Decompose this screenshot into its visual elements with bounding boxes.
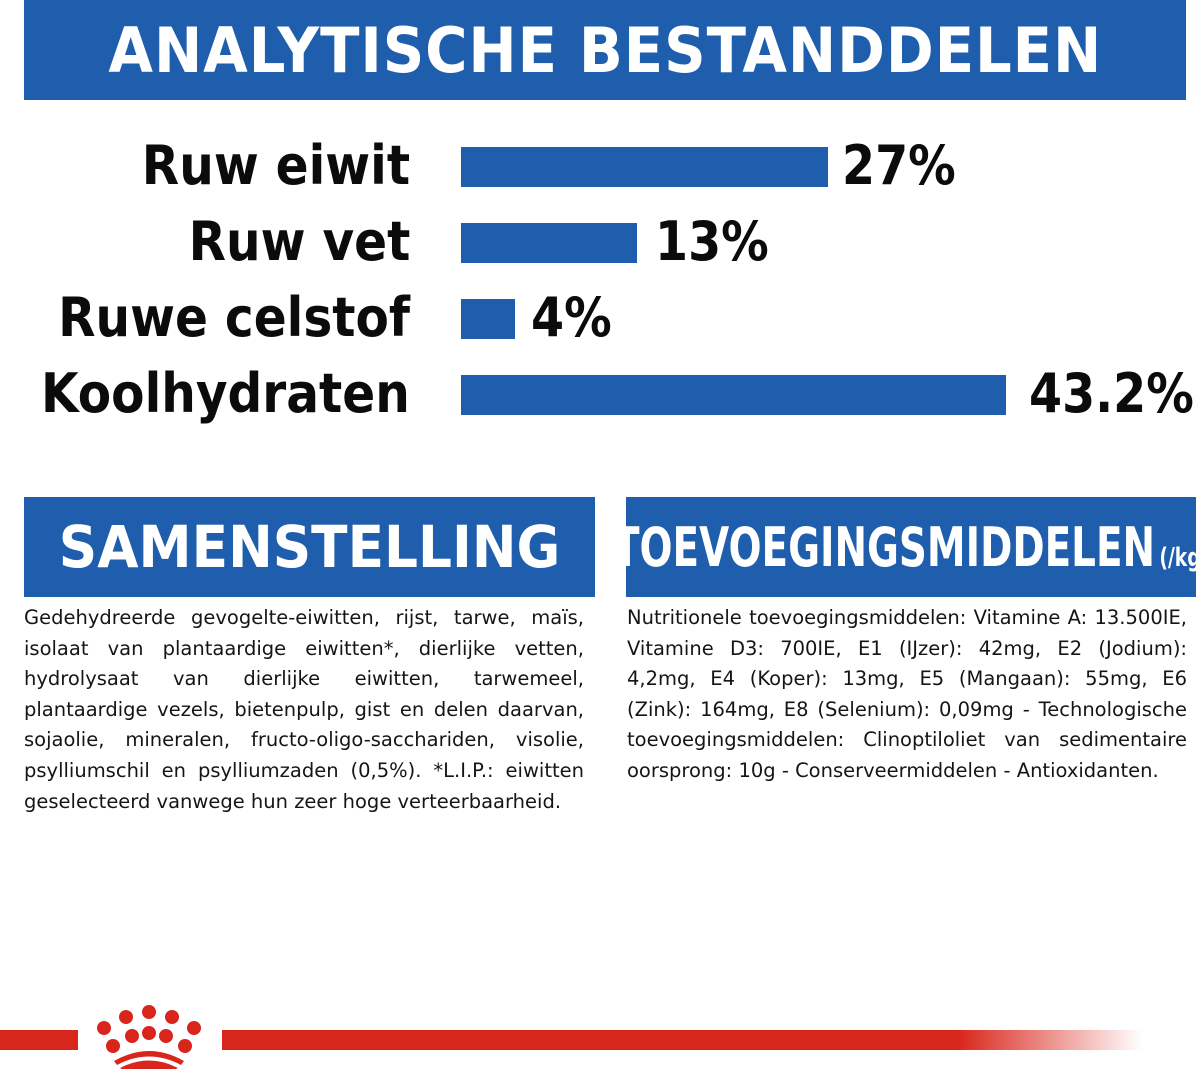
unit-label: (/kg) — [1159, 542, 1196, 573]
title-banner: ANALYTISCHE BESTANDDELEN — [24, 0, 1186, 100]
chart-row: Koolhydraten 43.2% — [0, 356, 1200, 432]
bar — [461, 375, 1006, 415]
chart-row: Ruwe celstof 4% — [0, 280, 1200, 356]
toevoegingsmiddelen-header: TOEVOEGINGSMIDDELEN(/kg) — [626, 497, 1196, 597]
footer-brand-strip — [0, 1000, 1200, 1069]
samenstelling-title: SAMENSTELLING — [58, 513, 561, 581]
row-value: 13% — [655, 210, 769, 273]
chart-row: Ruw vet 13% — [0, 204, 1200, 280]
samenstelling-text: Gedehydreerde gevogelte-eiwitten, rijst,… — [24, 606, 584, 813]
chart-row: Ruw eiwit 27% — [0, 128, 1200, 204]
royal-canin-crown-icon — [97, 1005, 201, 1069]
row-value: 27% — [842, 134, 956, 197]
row-value: 4% — [531, 286, 612, 349]
row-label: Koolhydraten — [41, 362, 410, 425]
row-value: 43.2% — [1029, 362, 1194, 425]
red-line-right — [222, 1030, 1142, 1050]
samenstelling-header: SAMENSTELLING — [24, 497, 595, 597]
bar — [461, 299, 515, 339]
bar-chart: Ruw eiwit 27% Ruw vet 13% Ruwe celstof 4… — [0, 128, 1200, 428]
toevoegingsmiddelen-title: TOEVOEGINGSMIDDELEN — [626, 515, 1156, 579]
toevoegingsmiddelen-text: Nutritionele toevoegingsmiddelen: Vitami… — [627, 606, 1187, 782]
row-label: Ruw eiwit — [141, 134, 410, 197]
row-label: Ruwe celstof — [58, 286, 410, 349]
bar — [461, 223, 637, 263]
row-label: Ruw vet — [188, 210, 410, 273]
bar — [461, 147, 828, 187]
page-title: ANALYTISCHE BESTANDDELEN — [108, 13, 1102, 87]
red-line-left — [0, 1030, 78, 1050]
toevoegingsmiddelen-title-wrap: TOEVOEGINGSMIDDELEN(/kg) — [626, 516, 1196, 579]
